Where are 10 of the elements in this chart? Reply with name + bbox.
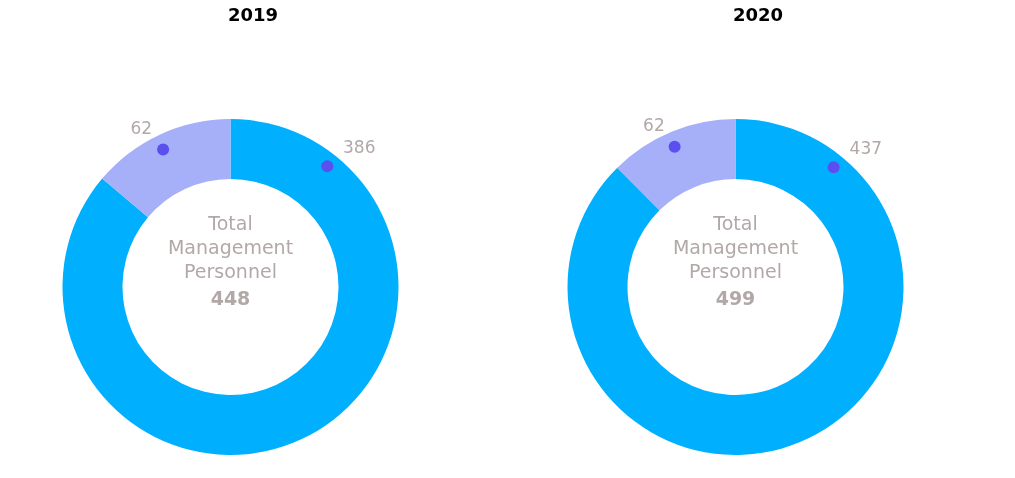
text: 499 xyxy=(715,287,756,310)
data-label: 62 xyxy=(130,117,153,138)
data-label: 386 xyxy=(343,137,376,158)
text: 448 xyxy=(210,287,251,310)
data-label: 437 xyxy=(849,138,883,159)
data-label: 62 xyxy=(643,114,665,135)
chart-title: 2020 xyxy=(732,3,784,25)
chart-title: 2019 xyxy=(227,3,279,25)
text: Total Management Personnel xyxy=(167,212,294,283)
text: Total Management Personnel xyxy=(672,212,799,283)
